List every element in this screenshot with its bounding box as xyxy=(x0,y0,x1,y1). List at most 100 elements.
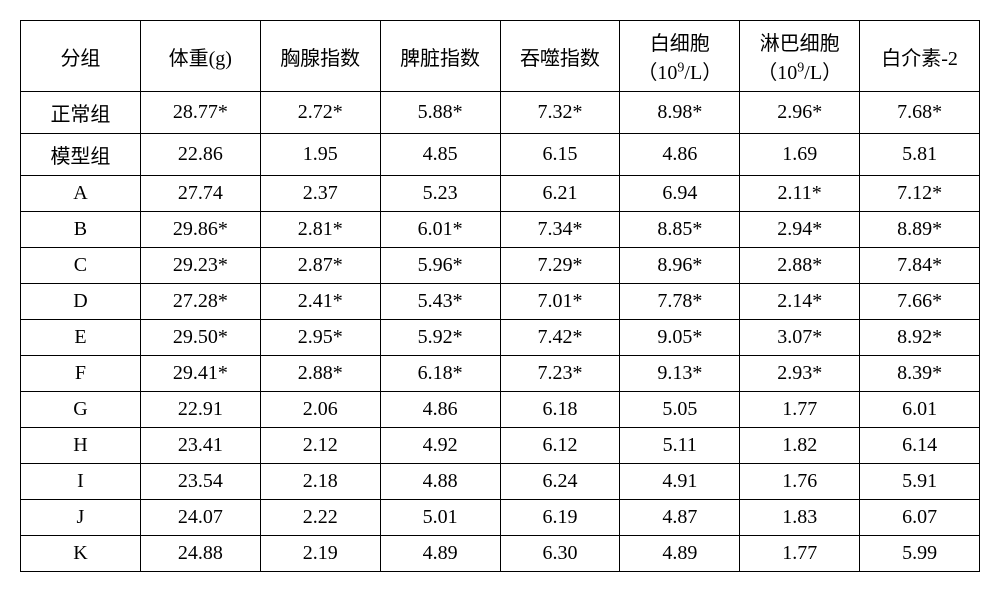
table-cell: J xyxy=(21,500,141,536)
table-cell: 4.87 xyxy=(620,500,740,536)
table-cell: 6.18* xyxy=(380,356,500,392)
header-row: 分组 体重(g) 胸腺指数 脾脏指数 吞噬指数 白细胞 （109/L） 淋巴细胞… xyxy=(21,21,980,92)
table-cell: 9.05* xyxy=(620,320,740,356)
table-cell: 6.24 xyxy=(500,464,620,500)
table-cell: 6.01 xyxy=(860,392,980,428)
table-cell: 6.15 xyxy=(500,134,620,176)
col-header-4: 吞噬指数 xyxy=(500,21,620,92)
table-cell: 4.86 xyxy=(620,134,740,176)
table-cell: 模型组 xyxy=(21,134,141,176)
table-cell: 24.07 xyxy=(140,500,260,536)
table-cell: 2.94* xyxy=(740,212,860,248)
table-cell: 6.30 xyxy=(500,536,620,572)
table-cell: 2.95* xyxy=(260,320,380,356)
col-header-6: 淋巴细胞 （109/L） xyxy=(740,21,860,92)
col-header-5: 白细胞 （109/L） xyxy=(620,21,740,92)
table-cell: 29.86* xyxy=(140,212,260,248)
table-cell: B xyxy=(21,212,141,248)
table-cell: H xyxy=(21,428,141,464)
table-row: H23.412.124.926.125.111.826.14 xyxy=(21,428,980,464)
table-cell: 2.72* xyxy=(260,92,380,134)
col-header-3: 脾脏指数 xyxy=(380,21,500,92)
col-header-6-line1: 淋巴细胞 xyxy=(760,33,840,55)
table-cell: 5.96* xyxy=(380,248,500,284)
col-header-6-unit-suffix: /L） xyxy=(804,62,842,84)
table-cell: 7.78* xyxy=(620,284,740,320)
table-cell: 7.66* xyxy=(860,284,980,320)
table-row: D27.28*2.41*5.43*7.01*7.78*2.14*7.66* xyxy=(21,284,980,320)
table-cell: 4.85 xyxy=(380,134,500,176)
table-cell: 2.96* xyxy=(740,92,860,134)
table-cell: 6.19 xyxy=(500,500,620,536)
table-cell: 8.98* xyxy=(620,92,740,134)
table-cell: 7.68* xyxy=(860,92,980,134)
table-cell: 6.12 xyxy=(500,428,620,464)
table-cell: 8.39* xyxy=(860,356,980,392)
table-cell: 6.21 xyxy=(500,176,620,212)
table-cell: 29.41* xyxy=(140,356,260,392)
table-cell: 2.81* xyxy=(260,212,380,248)
table-cell: 2.93* xyxy=(740,356,860,392)
table-cell: 2.41* xyxy=(260,284,380,320)
table-cell: 5.92* xyxy=(380,320,500,356)
table-cell: 5.11 xyxy=(620,428,740,464)
table-cell: 1.95 xyxy=(260,134,380,176)
data-table: 分组 体重(g) 胸腺指数 脾脏指数 吞噬指数 白细胞 （109/L） 淋巴细胞… xyxy=(20,20,980,572)
table-cell: 6.18 xyxy=(500,392,620,428)
table-row: K24.882.194.896.304.891.775.99 xyxy=(21,536,980,572)
table-body: 正常组28.77*2.72*5.88*7.32*8.98*2.96*7.68*模… xyxy=(21,92,980,572)
table-cell: F xyxy=(21,356,141,392)
table-cell: 5.81 xyxy=(860,134,980,176)
table-cell: I xyxy=(21,464,141,500)
col-header-5-line1: 白细胞 xyxy=(650,33,710,55)
table-cell: 4.91 xyxy=(620,464,740,500)
table-cell: 28.77* xyxy=(140,92,260,134)
table-cell: 29.23* xyxy=(140,248,260,284)
table-cell: 7.29* xyxy=(500,248,620,284)
table-cell: 6.07 xyxy=(860,500,980,536)
col-header-6-unit-prefix: （10 xyxy=(757,62,797,84)
table-cell: 6.01* xyxy=(380,212,500,248)
col-header-5-unit-suffix: /L） xyxy=(684,62,722,84)
table-row: F29.41*2.88*6.18*7.23*9.13*2.93*8.39* xyxy=(21,356,980,392)
col-header-7: 白介素-2 xyxy=(860,21,980,92)
table-cell: 27.28* xyxy=(140,284,260,320)
table-row: J24.072.225.016.194.871.836.07 xyxy=(21,500,980,536)
table-cell: 5.88* xyxy=(380,92,500,134)
table-row: E29.50*2.95*5.92*7.42*9.05*3.07*8.92* xyxy=(21,320,980,356)
table-cell: 2.14* xyxy=(740,284,860,320)
table-cell: C xyxy=(21,248,141,284)
col-header-0: 分组 xyxy=(21,21,141,92)
table-row: B29.86*2.81*6.01*7.34*8.85*2.94*8.89* xyxy=(21,212,980,248)
data-table-container: 分组 体重(g) 胸腺指数 脾脏指数 吞噬指数 白细胞 （109/L） 淋巴细胞… xyxy=(20,20,980,572)
col-header-1: 体重(g) xyxy=(140,21,260,92)
table-cell: 5.99 xyxy=(860,536,980,572)
table-cell: 7.01* xyxy=(500,284,620,320)
table-cell: 9.13* xyxy=(620,356,740,392)
table-cell: 5.01 xyxy=(380,500,500,536)
table-cell: 5.23 xyxy=(380,176,500,212)
table-cell: 8.89* xyxy=(860,212,980,248)
table-cell: 29.50* xyxy=(140,320,260,356)
table-cell: 正常组 xyxy=(21,92,141,134)
table-cell: 1.69 xyxy=(740,134,860,176)
table-cell: 8.92* xyxy=(860,320,980,356)
table-row: I23.542.184.886.244.911.765.91 xyxy=(21,464,980,500)
table-cell: 7.34* xyxy=(500,212,620,248)
table-cell: 1.83 xyxy=(740,500,860,536)
table-cell: 2.88* xyxy=(260,356,380,392)
table-row: A27.742.375.236.216.942.11*7.12* xyxy=(21,176,980,212)
table-cell: E xyxy=(21,320,141,356)
col-header-5-unit-prefix: （10 xyxy=(637,62,677,84)
table-row: C29.23*2.87*5.96*7.29*8.96*2.88*7.84* xyxy=(21,248,980,284)
table-cell: 23.41 xyxy=(140,428,260,464)
table-header: 分组 体重(g) 胸腺指数 脾脏指数 吞噬指数 白细胞 （109/L） 淋巴细胞… xyxy=(21,21,980,92)
table-cell: 2.22 xyxy=(260,500,380,536)
table-cell: 1.77 xyxy=(740,536,860,572)
table-cell: 2.11* xyxy=(740,176,860,212)
table-row: 正常组28.77*2.72*5.88*7.32*8.98*2.96*7.68* xyxy=(21,92,980,134)
table-cell: 2.12 xyxy=(260,428,380,464)
table-cell: 1.76 xyxy=(740,464,860,500)
table-cell: 5.91 xyxy=(860,464,980,500)
table-cell: 22.86 xyxy=(140,134,260,176)
